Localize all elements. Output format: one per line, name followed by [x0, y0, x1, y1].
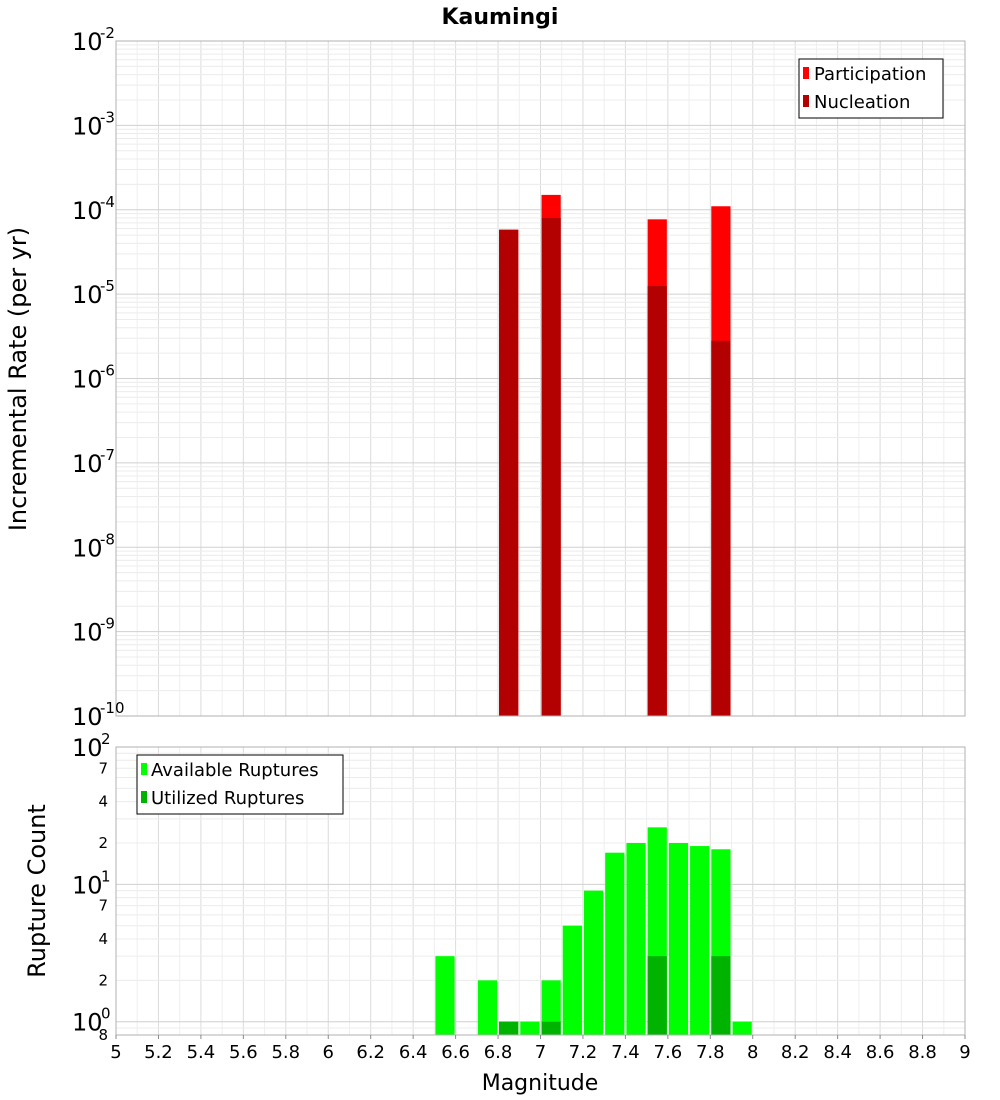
top-y-tick-label: 10: [72, 366, 103, 394]
bottom-y-tick-label: 10: [72, 734, 103, 762]
bottom-bars: [435, 827, 752, 1035]
bottom-y-minor-tick-label: 4: [98, 793, 108, 811]
available-ruptures-bar: [541, 980, 561, 1035]
x-tick-label: 5.8: [271, 1042, 300, 1063]
x-tick-label: 6.4: [399, 1042, 428, 1063]
x-tick-label: 7.8: [696, 1042, 725, 1063]
x-tick-label: 8.2: [781, 1042, 810, 1063]
x-tick-label: 5: [110, 1042, 121, 1063]
available-ruptures-bar: [690, 846, 710, 1035]
bottom-y-tick-label: 10: [72, 1009, 103, 1037]
available-ruptures-bar: [732, 1021, 752, 1035]
bottom-y-minor-tick-label: 7: [98, 759, 108, 777]
bottom-y-tick-exponent: 2: [101, 730, 111, 748]
x-tick-label: 7.4: [611, 1042, 640, 1063]
x-tick-label: 8.6: [866, 1042, 895, 1063]
x-tick-label: 6.6: [441, 1042, 470, 1063]
x-tick-label: 6.8: [484, 1042, 513, 1063]
available-ruptures-bar: [435, 956, 455, 1035]
bottom-y-tick-exponent: 0: [101, 1005, 111, 1023]
available-ruptures-bar: [520, 1021, 540, 1035]
x-tick-label: 7.6: [654, 1042, 683, 1063]
legend-swatch-available: [141, 763, 147, 775]
x-tick-label: 6.2: [356, 1042, 385, 1063]
top-y-axis-label: Incremental Rate (per yr): [4, 227, 32, 531]
legend-label-available: Available Ruptures: [151, 760, 319, 781]
top-y-tick-label: 10: [72, 112, 103, 140]
bottom-y-minor-tick-label: 4: [98, 930, 108, 948]
top-y-tick-exponent: -9: [100, 615, 115, 633]
x-tick-label: 9: [959, 1042, 970, 1063]
top-y-tick-label: 10: [72, 197, 103, 225]
top-y-tick-exponent: -5: [100, 277, 115, 295]
bottom-y-minor-tick-label: 2: [98, 971, 108, 989]
top-y-tick-exponent: -6: [100, 362, 115, 380]
legend-swatch-utilized: [141, 791, 147, 803]
legend-swatch-participation: [803, 67, 809, 79]
bottom-y-minor-tick-label: 2: [98, 834, 108, 852]
x-tick-label: 5.6: [229, 1042, 258, 1063]
legend-label-utilized: Utilized Ruptures: [151, 788, 304, 809]
top-y-tick-label: 10: [72, 450, 103, 478]
top-y-tick-label: 10: [72, 534, 103, 562]
top-bars: [499, 194, 731, 717]
bottom-y-tick-label: 10: [72, 871, 103, 899]
bottom-legend: Available Ruptures Utilized Ruptures: [136, 754, 344, 815]
nucleation-bar: [711, 340, 731, 716]
utilized-ruptures-bar: [499, 1021, 519, 1035]
x-tick-label: 6: [323, 1042, 334, 1063]
bottom-y-minor-tick-label: 7: [98, 897, 108, 915]
legend-label-participation: Participation: [814, 64, 926, 85]
x-tick-label: 7: [535, 1042, 546, 1063]
available-ruptures-bar: [626, 843, 646, 1035]
x-tick-label: 7.2: [569, 1042, 598, 1063]
bottom-y-tick-exponent: 1: [101, 867, 111, 885]
chart-title: Kaumingi: [442, 5, 559, 30]
x-tick-label: 8.4: [823, 1042, 852, 1063]
utilized-ruptures-bar: [647, 956, 667, 1035]
top-y-tick-exponent: -3: [100, 108, 115, 126]
available-ruptures-bar: [477, 980, 498, 1035]
nucleation-bar: [541, 217, 561, 716]
top-y-tick-label: 10: [72, 619, 103, 647]
bottom-y-minor-tick-label: 8: [98, 1026, 108, 1044]
bottom-y-axis-label: Rupture Count: [23, 804, 51, 978]
legend-label-nucleation: Nucleation: [814, 92, 910, 113]
x-tick-label: 8.8: [908, 1042, 937, 1063]
available-ruptures-bar: [605, 852, 625, 1035]
utilized-ruptures-bar: [541, 1021, 561, 1035]
x-ticks: 5 5.2 5.4 5.6 5.8 6 6.2 6.4 6.6 6.8 7 7.2 7.4 7.6 7.8 8…: [110, 1035, 971, 1063]
top-y-tick-exponent: -7: [100, 446, 115, 464]
x-tick-label: 5.2: [144, 1042, 173, 1063]
top-grid: [115, 41, 966, 717]
available-ruptures-bar: [668, 843, 689, 1035]
legend-swatch-nucleation: [803, 95, 809, 107]
available-ruptures-bar: [562, 925, 582, 1035]
top-y-tick-exponent: -4: [100, 193, 115, 211]
top-y-tick-exponent: -2: [100, 24, 115, 42]
x-tick-label: 8: [747, 1042, 758, 1063]
top-legend: Participation Nucleation: [798, 58, 944, 119]
top-y-tick-label: 10: [72, 28, 103, 56]
top-y-tick-label: 10: [72, 703, 103, 731]
top-y-tick-exponent: -10: [100, 699, 125, 717]
x-tick-label: 5.4: [187, 1042, 216, 1063]
top-y-tick-exponent: -8: [100, 530, 115, 548]
utilized-ruptures-bar: [711, 956, 731, 1035]
nucleation-bar: [499, 229, 519, 717]
top-y-tick-label: 10: [72, 281, 103, 309]
available-ruptures-bar: [583, 890, 604, 1035]
x-axis-label: Magnitude: [482, 1071, 599, 1096]
nucleation-bar: [647, 285, 667, 716]
